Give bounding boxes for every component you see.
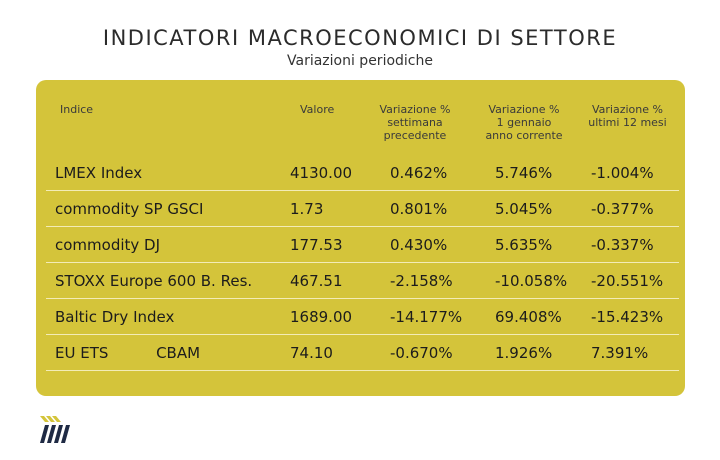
row-variation-ytd: 1.926% — [495, 344, 553, 362]
row-value: 177.53 — [290, 236, 343, 254]
row-index-name: commodity DJ — [55, 236, 161, 254]
row-index-name: STOXX Europe 600 B. Res. — [55, 272, 253, 290]
row-value: 4130.00 — [290, 164, 353, 182]
row-index-name: Baltic Dry Index — [55, 308, 175, 326]
row-variation-ytd: -10.058% — [495, 272, 568, 290]
row-variation-week: 0.462% — [390, 164, 448, 182]
row-variation-ytd: 69.408% — [495, 308, 562, 326]
table-row: Baltic Dry Index 1689.00 -14.177% 69.408… — [46, 299, 679, 335]
header-variation-week: Variazione % settimana precedente — [379, 103, 451, 142]
logo-stripe-navy — [40, 425, 49, 443]
table-row: EU ETS CBAM 74.10 -0.670% 1.926% 7.391% — [46, 335, 679, 371]
header-variation-ytd: Variazione % 1 gennaio anno corrente — [485, 103, 563, 142]
table-row: commodity DJ 177.53 0.430% 5.635% -0.337… — [46, 227, 679, 263]
row-variation-ytd: 5.635% — [495, 236, 553, 254]
row-index-name: commodity SP GSCI — [55, 200, 204, 218]
table-row: STOXX Europe 600 B. Res. 467.51 -2.158% … — [46, 263, 679, 299]
row-variation-ytd: 5.746% — [495, 164, 553, 182]
logo-stripe-navy — [54, 425, 63, 443]
row-variation-12m: -1.004% — [591, 164, 654, 182]
logo-stripe-navy — [61, 425, 70, 443]
header-variation-12m: Variazione % ultimi 12 mesi — [588, 103, 667, 129]
row-variation-week: -0.670% — [390, 344, 453, 362]
logo-stripe-yellow — [40, 416, 49, 422]
row-value: 467.51 — [290, 272, 343, 290]
page-subtitle: Variazioni periodiche — [287, 53, 433, 69]
page-title: INDICATORI MACROECONOMICI DI SETTORE — [102, 26, 618, 50]
logo-stripe-navy — [47, 425, 56, 443]
indicators-table-card — [36, 80, 685, 396]
table-row: LMEX Index 4130.00 0.462% 5.746% -1.004% — [46, 155, 679, 191]
row-variation-12m: -20.551% — [591, 272, 664, 290]
row-variation-12m: 7.391% — [591, 344, 649, 362]
row-variation-ytd: 5.045% — [495, 200, 553, 218]
logo-stripe-yellow — [46, 416, 55, 422]
header-indice: Indice — [60, 103, 94, 116]
row-variation-12m: -0.377% — [591, 200, 654, 218]
row-variation-week: -2.158% — [390, 272, 453, 290]
table-row: commodity SP GSCI 1.73 0.801% 5.045% -0.… — [46, 191, 679, 227]
row-value: 1689.00 — [290, 308, 353, 326]
row-value: 74.10 — [290, 344, 333, 362]
row-variation-week: -14.177% — [390, 308, 463, 326]
row-variation-week: 0.801% — [390, 200, 448, 218]
brand-logo-icon — [40, 416, 70, 443]
row-index-name: LMEX Index — [55, 164, 143, 182]
row-index-name: EU ETS CBAM — [55, 344, 201, 362]
row-variation-12m: -15.423% — [591, 308, 664, 326]
row-variation-12m: -0.337% — [591, 236, 654, 254]
row-variation-week: 0.430% — [390, 236, 448, 254]
logo-stripe-yellow — [52, 416, 61, 422]
row-value: 1.73 — [290, 200, 324, 218]
header-valore: Valore — [300, 103, 335, 116]
